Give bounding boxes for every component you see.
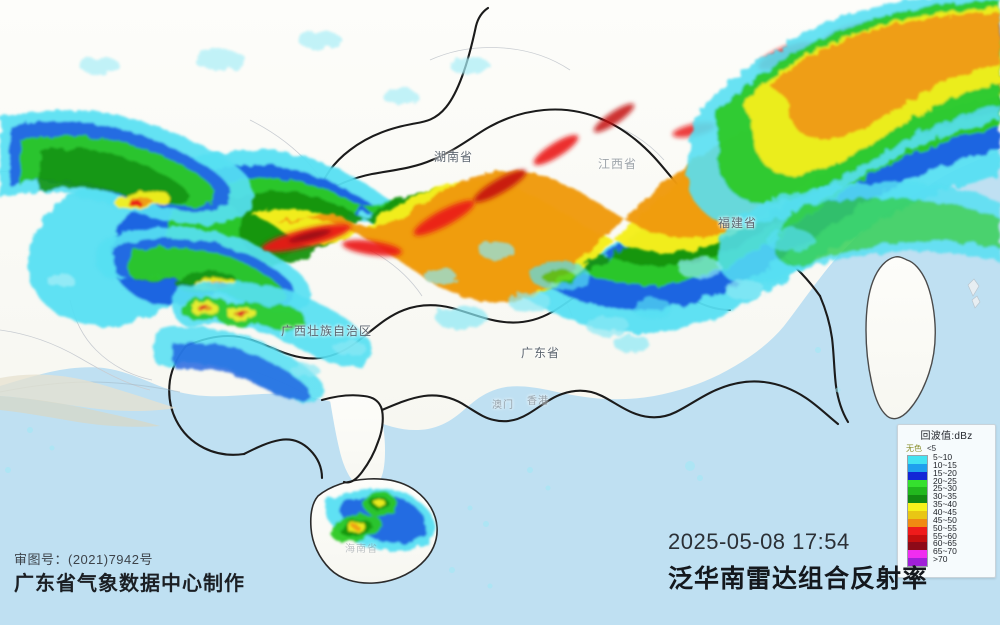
legend-swatch-2 xyxy=(908,471,927,480)
legend-title: 回波值:dBz xyxy=(920,431,973,442)
legend-body: 5~10 10~15 15~20 20~25 25~30 30~35 35~40 40~45 4… xyxy=(898,452,995,567)
echo-sea-noise xyxy=(5,347,841,589)
legend-tick-8: 45~50 xyxy=(933,514,957,525)
penghu-islets xyxy=(967,278,981,309)
legend-tick-labels: 5~10 10~15 15~20 20~25 25~30 30~35 35~40 40~45 4… xyxy=(933,452,991,567)
place-label-guangxi: 广西壮族自治区 xyxy=(281,324,373,338)
legend-no-echo-row: 无色 <5 xyxy=(898,442,995,454)
place-label-fujian: 福建省 xyxy=(718,216,758,230)
observation-timestamp: 2025-05-08 17:54 xyxy=(668,529,850,554)
leizhou-peninsula xyxy=(330,394,385,490)
legend-swatch-9 xyxy=(908,526,927,535)
legend-tick-2: 15~20 xyxy=(933,467,957,478)
legend-swatch-11 xyxy=(908,542,927,551)
legend-tick-10: 55~60 xyxy=(933,530,957,541)
place-label-guangdong: 广东省 xyxy=(521,346,561,360)
product-title: 泛华南雷达组合反射率 xyxy=(668,565,929,593)
place-label-hongkong: 香港 xyxy=(527,396,549,407)
producer-credit: 广东省气象数据中心制作 xyxy=(14,573,245,595)
reflectivity-legend: 回波值:dBz 无色 <5 5~10 10~15 15~20 20~25 25~30 30… xyxy=(897,424,996,578)
legend-tick-11: 60~65 xyxy=(933,538,957,549)
legend-tick-6: 35~40 xyxy=(933,499,957,510)
legend-tick-1: 10~15 xyxy=(933,459,957,470)
echo-cells-hainan xyxy=(324,488,436,552)
legend-tick-0: 5~10 xyxy=(933,452,953,462)
legend-tick-5: 30~35 xyxy=(933,491,957,502)
legend-color-bar xyxy=(907,455,928,567)
legend-swatch-7 xyxy=(908,511,927,519)
legend-swatch-3 xyxy=(908,479,927,488)
echo-mass-northeast xyxy=(687,0,1000,226)
legend-no-echo-value: <5 xyxy=(927,444,937,453)
echo-fringe-east xyxy=(716,181,1000,285)
legend-swatch-12 xyxy=(908,550,927,559)
taiwan-island xyxy=(865,256,936,420)
legend-no-color-label: 无色 xyxy=(906,444,922,453)
legend-swatch-1 xyxy=(908,463,927,472)
place-label-jiangxi: 江西省 xyxy=(598,157,638,171)
legend-swatch-4 xyxy=(908,487,927,496)
legend-tick-12: 65~70 xyxy=(933,546,957,557)
legend-swatch-6 xyxy=(908,503,927,512)
legend-swatch-10 xyxy=(908,534,927,543)
map-approval-number: 审图号：(2021)7942号 xyxy=(14,552,153,567)
echo-cells-guangxi xyxy=(0,110,373,403)
legend-swatch-5 xyxy=(908,495,927,504)
legend-swatch-13 xyxy=(908,558,927,567)
legend-tick-7: 40~45 xyxy=(933,507,957,517)
place-label-macau: 澳门 xyxy=(492,400,514,411)
echo-scattered-guangdong xyxy=(46,31,814,377)
legend-tick-9: 50~55 xyxy=(933,522,957,533)
legend-tick-3: 20~25 xyxy=(933,475,957,486)
legend-tick-4: 25~30 xyxy=(933,483,957,494)
place-label-hunan: 湖南省 xyxy=(434,150,474,164)
legend-swatch-0 xyxy=(908,456,927,464)
legend-swatch-8 xyxy=(908,518,927,527)
place-label-hainan: 海南省 xyxy=(345,544,378,555)
legend-tick-13: >70 xyxy=(933,554,948,565)
